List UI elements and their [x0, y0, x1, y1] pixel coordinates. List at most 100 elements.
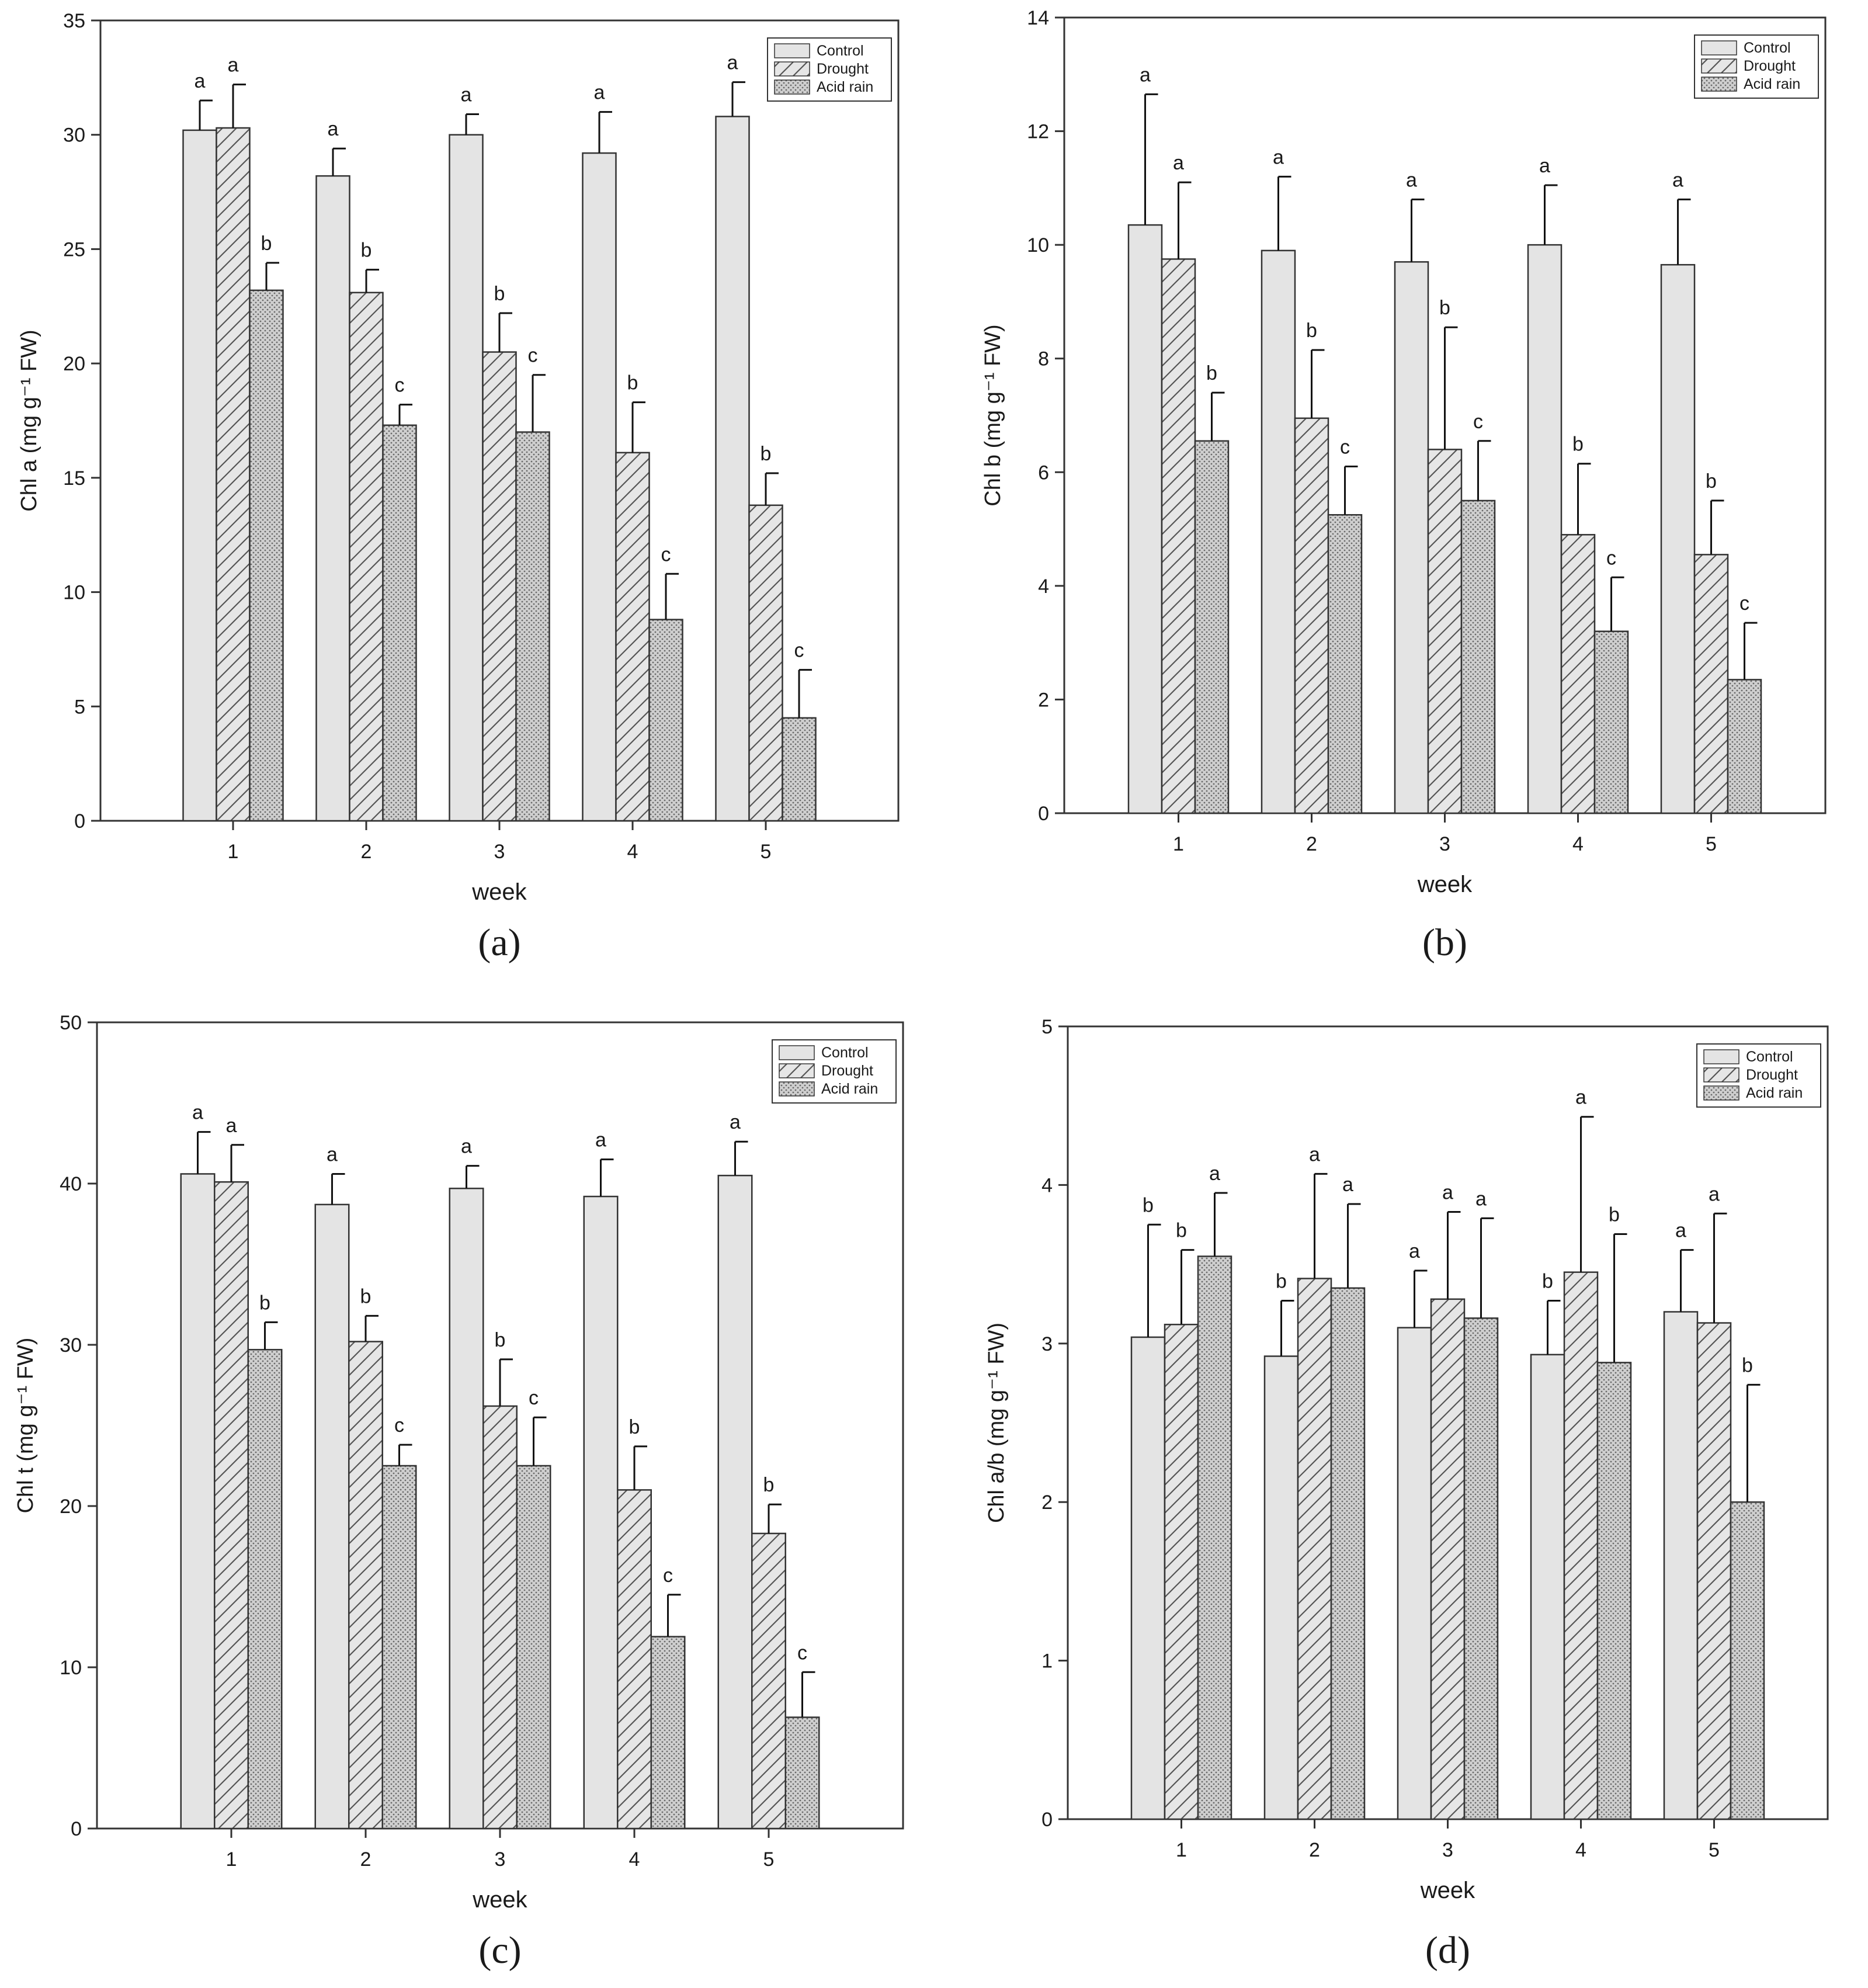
panel-a-bar: [748, 504, 783, 822]
panel-a-x-tick-label: 4: [627, 841, 638, 863]
panel-a-sig-letter: c: [794, 640, 804, 662]
panel-c-bar: [314, 1203, 350, 1830]
panel-c: 0 10 20 30 40 50 Chl t (mg g⁻¹ FW) 1 a a b 2 a b c 3 a b c…: [13, 1012, 904, 1972]
panel-d-sig-letter: b: [1276, 1271, 1287, 1293]
panel-d-bar: [1397, 1327, 1432, 1820]
panel-c-bar: [751, 1532, 786, 1830]
panel-c-y-tick-label: 10: [60, 1657, 82, 1679]
panel-c-y-tick-label: 0: [71, 1818, 82, 1840]
panel-b-bar: [1593, 630, 1629, 814]
panel-a-legend-label: Control: [817, 43, 864, 59]
panel-b-sig-letter: a: [1672, 169, 1683, 191]
panel-c-bar: [214, 1181, 249, 1830]
panel-c-x-axis-label: week: [472, 1887, 527, 1913]
panel-b-legend-label: Control: [1744, 40, 1791, 56]
panel-a-bar: [648, 619, 683, 822]
panel-c-x-tick-label: 2: [360, 1848, 371, 1871]
panel-a-legend-swatch: [774, 79, 810, 95]
panel-c-sig-letter: b: [763, 1474, 775, 1496]
panel-b-caption: (b): [1422, 921, 1467, 964]
panel-c-bar: [180, 1173, 216, 1830]
panel-b-y-tick-label: 0: [1038, 803, 1049, 825]
panel-c-y-tick-label: 20: [60, 1496, 82, 1518]
panel-b-y-tick-label: 14: [1027, 7, 1049, 29]
panel-a-sig-letter: a: [461, 84, 472, 106]
panel-d-y-tick-label: 4: [1041, 1174, 1053, 1196]
panel-d-y-tick-label: 1: [1041, 1650, 1053, 1673]
panel-d-y-tick-label: 0: [1041, 1809, 1053, 1831]
panel-a-legend-label: Drought: [817, 61, 869, 77]
panel-b-x-axis-label: week: [1417, 872, 1473, 897]
panel-d-legend: Control Drought Acid rain: [1696, 1043, 1821, 1108]
panel-a-bar: [182, 129, 217, 822]
panel-c-sig-letter: a: [327, 1143, 338, 1165]
panel-b-x-tick-label: 2: [1306, 833, 1317, 855]
panel-b-bar: [1127, 224, 1163, 814]
panel-d-sig-letter: a: [1409, 1240, 1420, 1262]
panel-d-caption: (d): [1425, 1929, 1470, 1972]
panel-b-x-tick-label: 4: [1572, 833, 1584, 855]
panel-a-bar: [482, 351, 517, 822]
panel-b-bar: [1727, 679, 1762, 814]
panel-c-sig-letter: b: [259, 1292, 270, 1314]
panel-c-bar: [784, 1716, 820, 1830]
panel-c-sig-letter: c: [663, 1564, 673, 1587]
panel-d-x-tick-label: 3: [1442, 1839, 1453, 1861]
panel-c-sig-letter: b: [360, 1285, 371, 1307]
panel-d-sig-letter: b: [1176, 1220, 1187, 1242]
panel-c-legend-swatch: [779, 1081, 815, 1097]
panel-d-x-tick-label: 2: [1309, 1839, 1320, 1861]
panel-a-y-tick-label: 5: [74, 696, 85, 718]
panel-a-sig-letter: c: [661, 543, 671, 565]
panel-a-y-tick-label: 25: [63, 238, 85, 261]
panel-a-legend-swatch: [774, 43, 810, 58]
panel-b-legend-label: Drought: [1744, 58, 1796, 74]
panel-b-y-tick-label: 6: [1038, 462, 1049, 484]
panel-c-sig-letter: a: [595, 1129, 606, 1151]
panel-a-x-axis-label: week: [471, 879, 527, 905]
panel-c-caption: (c): [478, 1929, 521, 1972]
panel-a-y-tick-label: 10: [63, 582, 85, 604]
panel-b-x-tick-label: 3: [1439, 833, 1450, 855]
panel-a-sig-letter: b: [361, 240, 372, 262]
panel-a-y-axis-label: Chl a (mg g⁻¹ FW): [17, 329, 41, 511]
panel-a-bar: [315, 175, 350, 822]
panel-d-bar: [1197, 1255, 1232, 1820]
panel-c-sig-letter: c: [394, 1414, 404, 1437]
panel-b-y-tick-label: 4: [1038, 575, 1049, 598]
panel-b-bar: [1527, 244, 1563, 814]
panel-d-sig-letter: a: [1675, 1220, 1686, 1242]
panel-c-bar: [381, 1465, 417, 1830]
panel-c-x-tick-label: 1: [226, 1848, 237, 1871]
panel-d-y-tick-label: 2: [1041, 1491, 1053, 1514]
panel-c-bar: [717, 1174, 753, 1830]
panel-b-sig-letter: c: [1473, 411, 1483, 433]
panel-b-legend-label: Acid rain: [1744, 76, 1800, 92]
panel-d-bar: [1696, 1322, 1732, 1820]
panel-c-sig-letter: c: [797, 1642, 807, 1664]
panel-c-sig-letter: c: [529, 1387, 539, 1409]
panel-c-x-tick-label: 4: [629, 1848, 640, 1871]
panel-a-y-tick-label: 20: [63, 353, 85, 375]
panel-d-legend-swatch: [1703, 1067, 1739, 1083]
panel-b-bar: [1693, 554, 1729, 814]
panel-a-legend-label: Acid rain: [817, 79, 873, 95]
panel-b-sig-letter: c: [1739, 592, 1749, 615]
panel-b-sig-letter: b: [1439, 297, 1450, 319]
panel-d-x-tick-label: 1: [1176, 1839, 1187, 1861]
panel-b-bar: [1261, 249, 1296, 814]
panel-c-sig-letter: b: [495, 1329, 506, 1351]
panel-c-sig-letter: a: [192, 1102, 203, 1124]
panel-c-y-axis-label: Chl t (mg g⁻¹ FW): [13, 1338, 38, 1514]
panel-b-bar: [1394, 261, 1429, 814]
panel-d-sig-letter: a: [1475, 1188, 1487, 1210]
panel-c-bar: [617, 1489, 652, 1830]
panel-b-sig-letter: c: [1606, 547, 1616, 569]
panel-c-sig-letter: b: [629, 1416, 640, 1438]
panel-a-caption: (a): [478, 921, 520, 964]
panel-d-bar: [1263, 1355, 1299, 1820]
panel-a-bar: [715, 116, 750, 822]
panel-d-sig-letter: a: [1342, 1174, 1353, 1196]
